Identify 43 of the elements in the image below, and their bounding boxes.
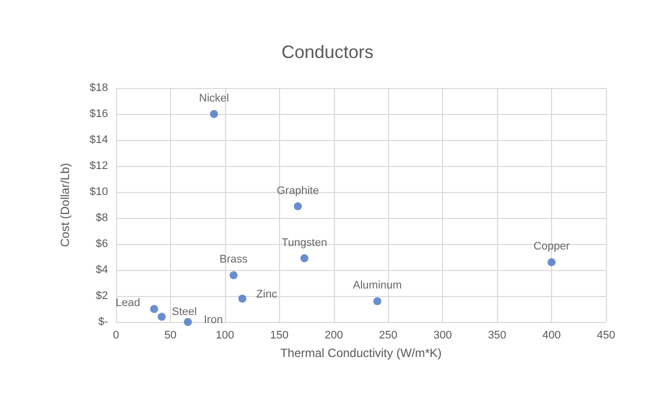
y-tick-label: $4 xyxy=(96,264,108,276)
y-tick-label: $- xyxy=(98,316,108,328)
x-tick-label: 0 xyxy=(112,330,120,342)
x-tick-label: 50 xyxy=(164,330,177,342)
series-label: Tungsten xyxy=(282,236,328,249)
y-tick-label: $6 xyxy=(96,238,108,250)
chart-title: Conductors xyxy=(281,42,374,62)
y-axis-title: Cost (Dollar/Lb) xyxy=(58,162,72,248)
point xyxy=(150,305,158,313)
point xyxy=(300,254,308,262)
series-label: Lead xyxy=(116,297,140,309)
x-tick-label: 150 xyxy=(270,330,289,342)
x-axis-title: Thermal Conductivity (W/m*K) xyxy=(280,346,442,360)
series-label: Iron xyxy=(204,314,223,326)
series-label: Brass xyxy=(220,254,248,266)
series-label: Graphite xyxy=(276,184,319,197)
series-label: Aluminum xyxy=(352,280,402,292)
point xyxy=(210,110,218,118)
point xyxy=(548,258,556,266)
y-tick-label: $16 xyxy=(90,108,108,120)
y-tick-label: $8 xyxy=(96,212,108,224)
series-label: Copper xyxy=(534,240,570,253)
y-tick-label: $14 xyxy=(90,134,108,146)
series-label: Steel xyxy=(172,306,197,318)
x-tick-label: 450 xyxy=(596,330,616,342)
point xyxy=(294,202,302,210)
y-tick-label: $2 xyxy=(96,290,108,302)
x-tick-label: 300 xyxy=(433,330,452,342)
point xyxy=(238,294,246,303)
x-tick-label: 250 xyxy=(379,330,398,342)
point xyxy=(158,312,166,321)
x-tick-label: 350 xyxy=(488,330,506,342)
x-tick-label: 400 xyxy=(542,330,561,342)
x-tick-label: 200 xyxy=(324,330,343,342)
point xyxy=(373,297,382,306)
point xyxy=(230,271,238,280)
series-label: Zinc xyxy=(256,288,278,301)
x-tick-label: 100 xyxy=(216,330,234,342)
series-label: Nickel xyxy=(199,92,229,104)
y-tick-label: $18 xyxy=(90,82,108,94)
point xyxy=(184,318,192,326)
y-tick-label: $10 xyxy=(90,186,108,198)
y-tick-label: $12 xyxy=(90,160,108,172)
